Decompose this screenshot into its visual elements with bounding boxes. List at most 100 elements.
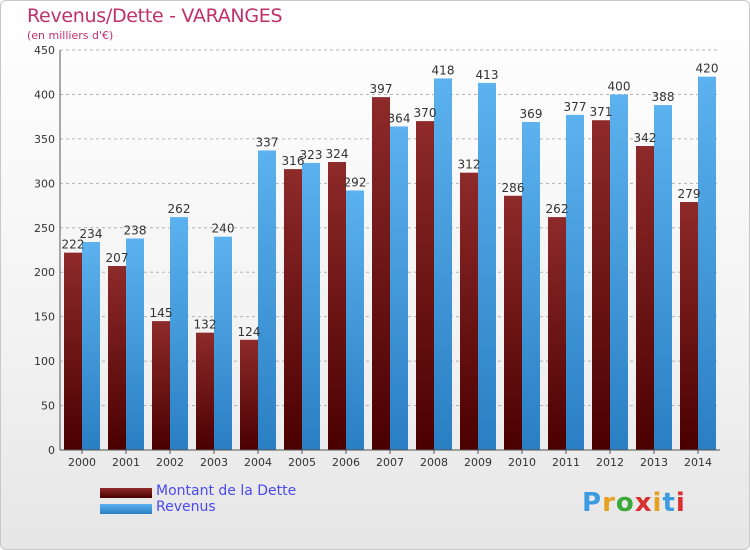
logo-letter: r — [602, 488, 616, 518]
legend-label-dette: Montant de la Dette — [156, 483, 297, 499]
data-label-dette-2006: 324 — [326, 147, 349, 161]
bar-dette-2000 — [64, 252, 82, 450]
x-tick-label: 2000 — [68, 456, 96, 469]
bar-revenus-2009 — [478, 82, 496, 450]
x-tick-label: 2003 — [200, 456, 228, 469]
bar-dette-2012 — [592, 120, 610, 450]
bar-revenus-2013 — [654, 105, 672, 450]
logo-letter: t — [662, 488, 676, 518]
y-tick-label: 50 — [41, 400, 55, 413]
data-label-dette-2005: 316 — [282, 154, 305, 168]
data-label-revenus-2002: 262 — [168, 202, 191, 216]
bar-revenus-2007 — [390, 126, 408, 450]
data-label-dette-2009: 312 — [458, 158, 481, 172]
legend-label-revenus: Revenus — [156, 499, 216, 515]
x-tick-label: 2010 — [508, 456, 536, 469]
x-tick-label: 2004 — [244, 456, 272, 469]
bar-revenus-2011 — [566, 114, 584, 450]
x-tick-label: 2014 — [684, 456, 712, 469]
bar-revenus-2012 — [610, 94, 628, 450]
bar-revenus-2003 — [214, 236, 232, 450]
bar-dette-2007 — [372, 97, 390, 450]
y-tick-label: 350 — [34, 133, 55, 146]
x-tick-label: 2001 — [112, 456, 140, 469]
x-tick-label: 2012 — [596, 456, 624, 469]
data-label-revenus-2008: 418 — [432, 63, 455, 77]
bar-dette-2011 — [548, 217, 566, 450]
bar-dette-2006 — [328, 162, 346, 450]
y-tick-label: 0 — [48, 444, 55, 457]
data-label-revenus-2012: 400 — [608, 79, 631, 93]
bar-dette-2001 — [108, 266, 126, 450]
y-tick-label: 150 — [34, 311, 55, 324]
data-label-revenus-2005: 323 — [300, 148, 323, 162]
x-tick-label: 2005 — [288, 456, 316, 469]
data-label-revenus-2007: 364 — [388, 111, 411, 125]
data-label-dette-2012: 371 — [590, 105, 613, 119]
data-label-dette-2000: 222 — [62, 238, 85, 252]
bar-dette-2010 — [504, 195, 522, 450]
bar-revenus-2005 — [302, 162, 320, 450]
data-label-dette-2007: 397 — [370, 82, 393, 96]
logo-letter: x — [634, 488, 653, 518]
y-tick-label: 400 — [34, 88, 55, 101]
bar-dette-2013 — [636, 146, 654, 450]
y-tick-label: 450 — [34, 44, 55, 57]
data-label-revenus-2000: 234 — [80, 227, 103, 241]
chart-subtitle: (en milliers d'€) — [27, 29, 114, 42]
data-label-revenus-2014: 420 — [696, 62, 719, 76]
logo-letter: i — [675, 488, 686, 518]
data-label-revenus-2001: 238 — [124, 223, 147, 237]
y-tick-label: 250 — [34, 222, 55, 235]
logo-letter: o — [615, 488, 635, 518]
x-tick-label: 2006 — [332, 456, 360, 469]
legend-swatch-revenus — [100, 504, 152, 514]
data-label-dette-2008: 370 — [414, 106, 437, 120]
data-label-revenus-2010: 369 — [520, 107, 543, 121]
bar-dette-2002 — [152, 321, 170, 450]
chart-title: Revenus/Dette - VARANGES — [27, 5, 283, 27]
x-tick-label: 2007 — [376, 456, 404, 469]
data-label-revenus-2009: 413 — [476, 68, 499, 82]
bar-dette-2009 — [460, 172, 478, 450]
data-label-dette-2004: 124 — [238, 325, 261, 339]
x-tick-label: 2002 — [156, 456, 184, 469]
data-label-dette-2011: 262 — [546, 202, 569, 216]
bar-dette-2008 — [416, 121, 434, 450]
x-tick-label: 2013 — [640, 456, 668, 469]
x-tick-label: 2008 — [420, 456, 448, 469]
logo-letter: i — [652, 488, 663, 518]
bar-dette-2005 — [284, 169, 302, 450]
bar-dette-2004 — [240, 339, 258, 450]
x-tick-label: 2011 — [552, 456, 580, 469]
data-label-dette-2013: 342 — [634, 131, 657, 145]
bar-revenus-2001 — [126, 238, 144, 450]
bar-revenus-2014 — [698, 76, 716, 451]
y-tick-label: 300 — [34, 177, 55, 190]
legend-swatch-dette — [100, 488, 152, 498]
proxiti-logo: Proxiti — [582, 488, 686, 518]
y-tick-label: 200 — [34, 266, 55, 279]
x-tick-label: 2009 — [464, 456, 492, 469]
bar-dette-2003 — [196, 332, 214, 450]
data-label-dette-2014: 279 — [678, 187, 701, 201]
data-label-revenus-2006: 292 — [344, 175, 367, 189]
y-tick-label: 100 — [34, 355, 55, 368]
data-label-dette-2010: 286 — [502, 181, 525, 195]
bar-revenus-2004 — [258, 150, 276, 450]
bar-revenus-2002 — [170, 217, 188, 450]
data-label-revenus-2011: 377 — [564, 100, 587, 114]
bar-revenus-2010 — [522, 122, 540, 450]
bar-revenus-2008 — [434, 78, 452, 450]
bar-revenus-2000 — [82, 242, 100, 450]
bar-revenus-2006 — [346, 190, 364, 450]
data-label-revenus-2013: 388 — [652, 90, 675, 104]
logo-letter: P — [582, 488, 603, 518]
data-label-dette-2003: 132 — [194, 318, 217, 332]
bar-dette-2014 — [680, 202, 698, 450]
data-label-revenus-2003: 240 — [212, 222, 235, 236]
data-label-dette-2001: 207 — [106, 251, 129, 265]
data-label-revenus-2004: 337 — [256, 135, 279, 149]
data-label-dette-2002: 145 — [150, 306, 173, 320]
